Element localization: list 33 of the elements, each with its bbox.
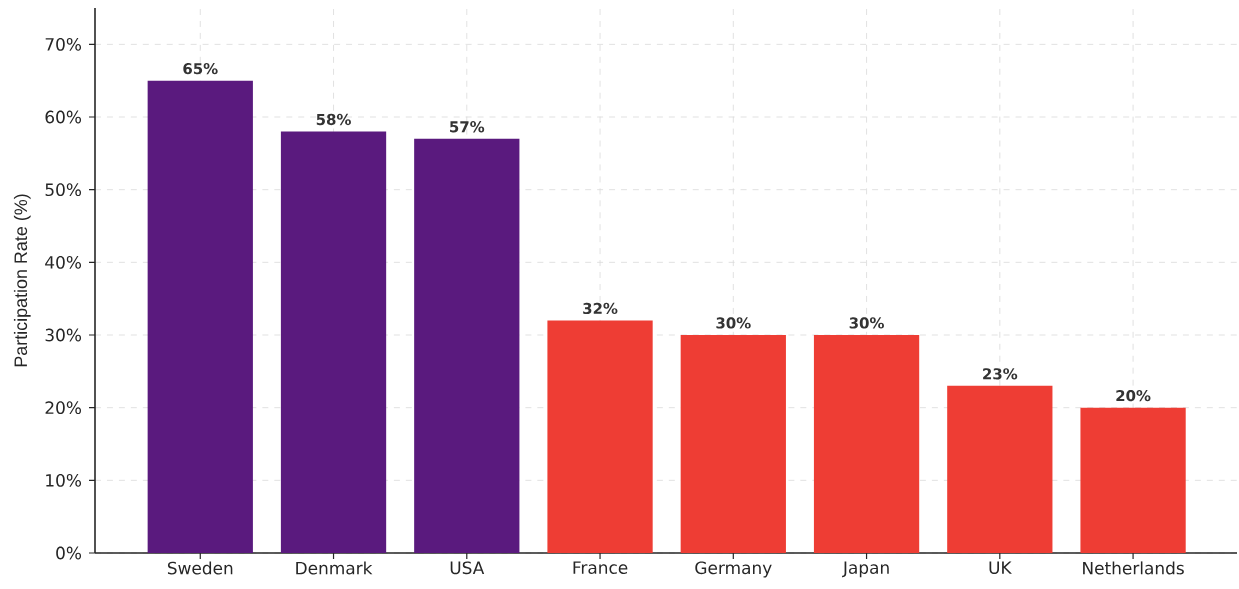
- y-axis-title: Participation Rate (%): [13, 194, 31, 367]
- bar: [280, 131, 387, 553]
- x-tick-label: UK: [989, 561, 1012, 574]
- x-tick-label: Germany: [695, 561, 772, 578]
- bar: [947, 385, 1053, 553]
- data-label: 23%: [983, 368, 1018, 380]
- bar: [147, 80, 253, 553]
- x-tick-label: Netherlands: [1083, 561, 1184, 575]
- data-label: 20%: [1116, 389, 1151, 402]
- data-label: 58%: [316, 113, 351, 126]
- data-label: 65%: [183, 62, 218, 75]
- x-tick-label: France: [573, 561, 628, 574]
- y-tick-label: 0%: [56, 546, 82, 560]
- data-label: 30%: [849, 317, 884, 329]
- y-tick-label: 40%: [45, 255, 82, 269]
- bar: [1080, 407, 1186, 553]
- x-tick-label: Denmark: [296, 561, 373, 575]
- bar: [414, 138, 520, 553]
- y-tick-label: 50%: [45, 183, 82, 197]
- data-label: 32%: [583, 302, 618, 315]
- bar: [547, 320, 653, 553]
- y-tick-label: 60%: [45, 110, 82, 124]
- y-tick-label: 70%: [45, 37, 82, 51]
- x-tick-label: Japan: [842, 561, 889, 578]
- y-tick-label: 20%: [45, 401, 82, 415]
- bar: [813, 335, 920, 553]
- x-tick-label: Sweden: [167, 561, 233, 575]
- x-tick-label: USA: [450, 561, 485, 575]
- data-label: 57%: [450, 121, 485, 133]
- data-label: 30%: [716, 317, 751, 329]
- y-tick-label: 30%: [45, 328, 82, 342]
- bar: [680, 335, 786, 553]
- y-tick-label: 10%: [46, 473, 82, 487]
